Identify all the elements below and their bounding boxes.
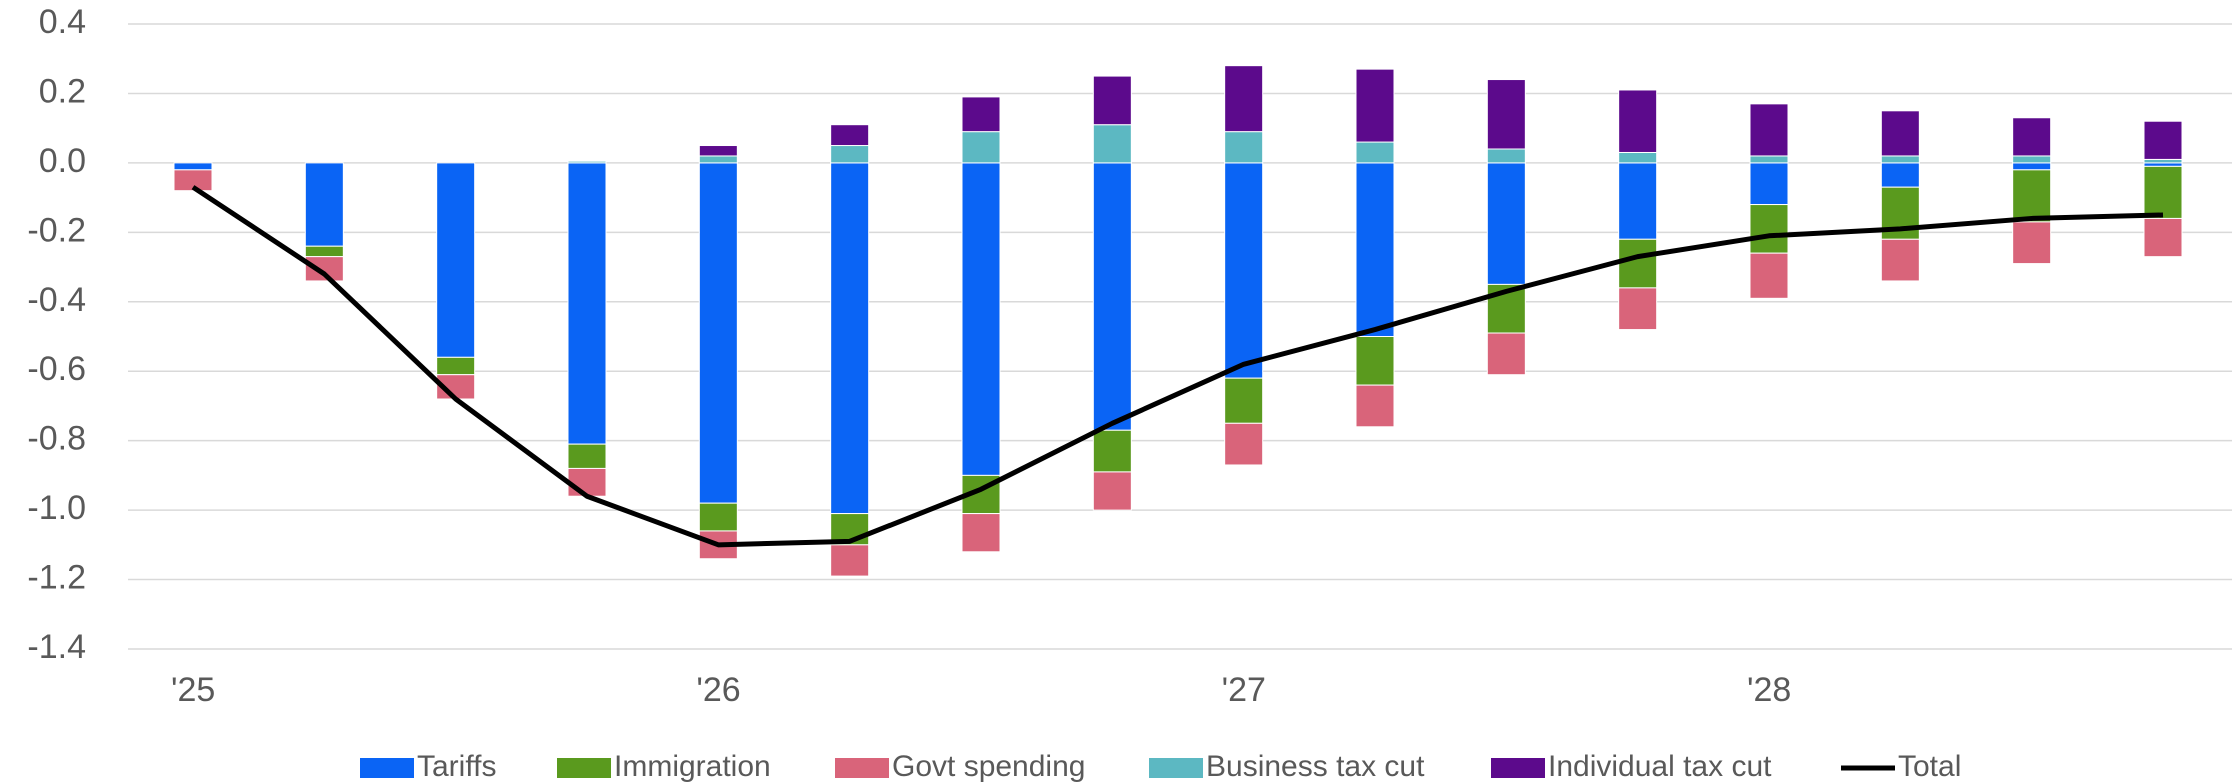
- bar-segment: [1880, 155, 1920, 164]
- bar-segment: [961, 162, 1001, 476]
- bar-segment: [2143, 120, 2183, 160]
- bar-segment: [2012, 221, 2052, 265]
- legend-label: Individual tax cut: [1548, 750, 1772, 783]
- bar-segment: [1486, 162, 1526, 285]
- y-tick-label: -0.6: [27, 350, 86, 388]
- x-tick-label: '25: [171, 671, 215, 709]
- bar-segment: [304, 162, 344, 247]
- legend-swatch: [360, 758, 414, 778]
- bar-segment: [1092, 429, 1132, 473]
- bar-segment: [961, 513, 1001, 553]
- bar-segment: [2143, 158, 2183, 164]
- bar-segment: [1880, 162, 1920, 188]
- bar-segment: [1224, 162, 1264, 379]
- bar-segment: [1749, 155, 1789, 164]
- bar-segment: [698, 162, 738, 504]
- bar-segment: [1749, 103, 1789, 157]
- legend-swatch: [1491, 758, 1545, 778]
- bar-segment: [1880, 110, 1920, 157]
- bar-segment: [1618, 151, 1658, 164]
- bar-segment: [1092, 75, 1132, 126]
- bar-segment: [961, 131, 1001, 164]
- legend-swatch: [557, 758, 611, 778]
- bar-segment: [1618, 287, 1658, 331]
- legend-label: Immigration: [614, 750, 771, 783]
- bar-segment: [830, 124, 870, 147]
- legend-label: Business tax cut: [1206, 750, 1425, 783]
- y-tick-label: 0.0: [39, 142, 86, 180]
- bar-segment: [698, 502, 738, 532]
- bar-segment: [1486, 332, 1526, 376]
- legend-label: Tariffs: [417, 750, 496, 783]
- legend-swatch: [835, 758, 889, 778]
- bar-segment: [2012, 169, 2052, 223]
- bar-segment: [436, 356, 476, 376]
- legend-swatch: [1149, 758, 1203, 778]
- bar-segment: [567, 443, 607, 469]
- bar-segment: [1092, 124, 1132, 164]
- bar-segment: [830, 544, 870, 577]
- bar-segment: [2143, 165, 2183, 219]
- bar-segment: [1749, 252, 1789, 299]
- x-tick-label: '27: [1222, 671, 1266, 709]
- legend-label: Total: [1898, 750, 1961, 783]
- bar-segment: [2012, 155, 2052, 164]
- y-tick-label: -0.4: [27, 281, 86, 319]
- bar-segment: [961, 96, 1001, 133]
- bar-segment: [1224, 131, 1264, 164]
- x-tick-label: '28: [1747, 671, 1791, 709]
- y-tick-label: -0.8: [27, 420, 86, 458]
- bar-segment: [567, 160, 607, 164]
- bar-segment: [1486, 79, 1526, 150]
- y-tick-label: 0.4: [39, 3, 86, 41]
- bar-segment: [1618, 162, 1658, 240]
- legend-label: Govt spending: [892, 750, 1085, 783]
- bar-segment: [1355, 162, 1395, 337]
- bar-segment: [1618, 89, 1658, 153]
- bar-segment: [1486, 148, 1526, 164]
- y-tick-label: -0.2: [27, 211, 86, 249]
- bar-segment: [1092, 162, 1132, 431]
- bar-segment: [830, 145, 870, 164]
- bar-segment: [1224, 422, 1264, 466]
- bar-segment: [1355, 384, 1395, 428]
- bar-segment: [567, 162, 607, 445]
- bar-segment: [1092, 471, 1132, 511]
- bar-segment: [2143, 162, 2183, 167]
- bar-segment: [173, 169, 213, 192]
- y-tick-label: -1.0: [27, 489, 86, 527]
- x-tick-label: '26: [696, 671, 740, 709]
- bar-segment: [1224, 377, 1264, 424]
- bar-segment: [1880, 238, 1920, 282]
- bar-segment: [1355, 141, 1395, 164]
- y-tick-label: -1.2: [27, 559, 86, 597]
- bar-segment: [1355, 68, 1395, 143]
- y-tick-label: -1.4: [27, 628, 86, 666]
- bar-segment: [173, 162, 213, 171]
- bar-segment: [698, 155, 738, 164]
- bar-segment: [1749, 162, 1789, 206]
- total-line: [191, 185, 2164, 548]
- bar-segment: [1355, 336, 1395, 386]
- bar-segment: [1224, 65, 1264, 133]
- bar-segment: [436, 162, 476, 358]
- bar-segment: [1749, 204, 1789, 254]
- bar-segment: [2143, 217, 2183, 258]
- y-tick-label: 0.2: [39, 72, 86, 110]
- bar-segment: [698, 145, 738, 157]
- bar-segment: [2012, 117, 2052, 157]
- bar-segment: [567, 467, 607, 497]
- bar-segment: [2012, 162, 2052, 171]
- bar-segment: [830, 162, 870, 515]
- bar-segment: [1618, 238, 1658, 289]
- bar-segment: [304, 245, 344, 258]
